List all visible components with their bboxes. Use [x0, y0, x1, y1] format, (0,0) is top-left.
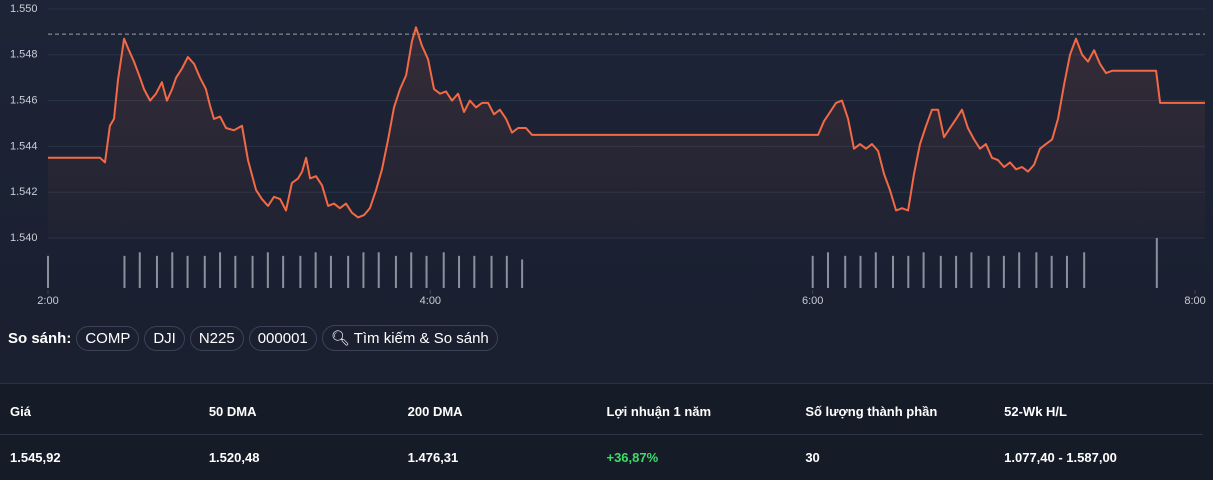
volume-bar: [827, 252, 829, 288]
x-tick-label: 8:00: [1184, 295, 1205, 307]
volume-bar: [266, 252, 269, 288]
volume-bar: [922, 252, 925, 288]
header: 200 DMA: [407, 404, 463, 419]
volume-bar: [186, 255, 189, 288]
y-tick-label: 1.546: [10, 94, 38, 106]
volume-bar: [377, 252, 380, 288]
volume-bar: [1035, 252, 1038, 288]
volume-bar: [47, 255, 49, 288]
volume-bar: [939, 255, 942, 288]
volume-bar: [314, 252, 317, 288]
volume-bar: [490, 255, 493, 288]
y-tick-label: 1.540: [10, 232, 38, 244]
x-tick-label: 2:00: [37, 295, 58, 307]
chart: 1.540 1.542 1.544 1.546 1.548 1.550 2:00 4:00 6:…: [0, 0, 1213, 315]
volume-bar: [987, 255, 990, 288]
divider: [0, 434, 1203, 435]
volume-bar: [907, 255, 910, 288]
x-tick-label: 6:00: [802, 295, 823, 307]
volume-bar: [425, 255, 428, 288]
header-row: Giá 50 DMA 200 DMA Lợi nhuận 1 năm Số lư…: [10, 404, 1203, 419]
search-button[interactable]: 🔍︎ Tìm kiếm & So sánh: [321, 325, 498, 351]
y-tick-label: 1.544: [10, 140, 38, 152]
volume-bar: [329, 255, 332, 288]
cell: 1.077,40 - 1.587,00: [1004, 450, 1117, 465]
volume-bar: [458, 255, 461, 288]
cell: 1.520,48: [208, 450, 260, 465]
volume-bar: [442, 252, 445, 288]
volume-bar: [1002, 255, 1005, 288]
header: Giá: [10, 404, 31, 419]
cell: 30: [805, 450, 820, 465]
compare-item[interactable]: N225: [189, 325, 244, 351]
data-row: 1.545,92 1.520,48 1.476,31 +36,87% 30 1.…: [10, 450, 1203, 465]
volume-bar: [219, 252, 222, 288]
compare-bar: So sánh: COMP DJI N225 000001 🔍︎ Tìm kiế…: [8, 325, 498, 351]
volume-bar: [394, 255, 397, 288]
header: Số lượng thành phần: [805, 404, 938, 419]
volume-bar: [362, 252, 365, 288]
compare-item[interactable]: COMP: [76, 325, 140, 351]
volume-bar: [521, 259, 524, 288]
header: 52-Wk H/L: [1004, 404, 1067, 419]
volume-bar: [299, 255, 302, 288]
volume-bar: [282, 255, 285, 288]
volume-bar: [505, 255, 508, 288]
volume-bar: [859, 255, 862, 288]
header: 50 DMA: [208, 404, 257, 419]
volume-bar: [844, 255, 847, 288]
volume-bar: [1050, 255, 1053, 288]
volume-bar: [874, 252, 877, 288]
volume-bar: [955, 255, 958, 288]
cell: 1.545,92: [10, 450, 61, 465]
x-tick-label: 4:00: [420, 295, 441, 307]
volume-bar: [410, 252, 413, 288]
volume-bar: [347, 255, 350, 288]
volume-bar: [155, 255, 158, 288]
volume-bar: [1018, 252, 1021, 288]
volume-bar: [1065, 255, 1068, 288]
volume-bar: [1155, 238, 1158, 288]
volume-bar: [123, 255, 126, 288]
cell: 1.476,31: [407, 450, 459, 465]
stats-table: Giá 50 DMA 200 DMA Lợi nhuận 1 năm Số lư…: [0, 383, 1213, 480]
y-tick-label: 1.550: [10, 3, 38, 15]
volume-bar: [138, 252, 141, 288]
compare-item[interactable]: 000001: [248, 325, 317, 351]
volume-bar: [473, 255, 476, 288]
volume-bar: [892, 255, 894, 288]
volume-bar: [234, 255, 237, 288]
volume-bar: [203, 255, 206, 288]
volume-bar: [171, 252, 174, 288]
volume-bar: [1083, 252, 1086, 288]
cell: +36,87%: [606, 450, 659, 465]
compare-label: So sánh:: [8, 329, 72, 347]
header: Lợi nhuận 1 năm: [606, 404, 712, 419]
compare-item[interactable]: DJI: [144, 325, 185, 351]
price-line: [48, 26, 1205, 219]
volume-bar: [811, 255, 814, 288]
y-tick-label: 1.542: [10, 186, 38, 198]
search-label: Tìm kiếm & So sánh: [353, 330, 489, 347]
volume-bar: [970, 252, 973, 288]
volume-bar: [251, 255, 254, 288]
area: [48, 27, 1205, 238]
y-tick-label: 1.548: [10, 49, 38, 61]
